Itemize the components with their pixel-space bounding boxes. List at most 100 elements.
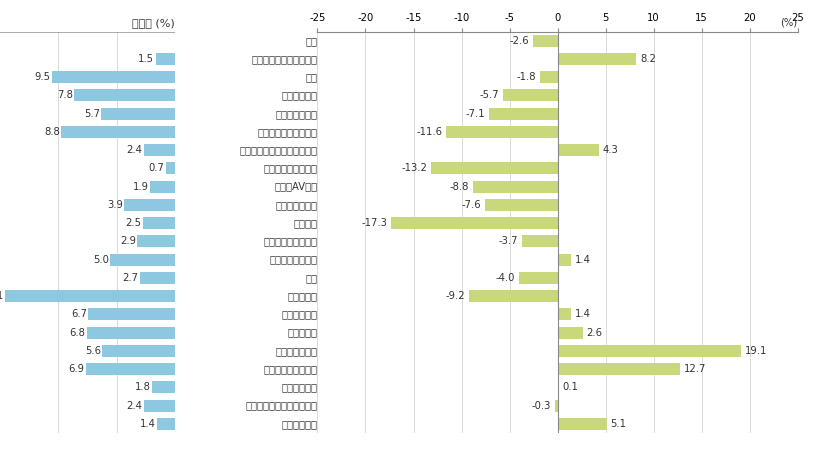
Bar	[61, 126, 175, 138]
Bar	[431, 162, 558, 175]
Text: 教育・医療サービス・宗教: 教育・医療サービス・宗教	[246, 400, 317, 410]
Text: 1.8: 1.8	[134, 382, 151, 392]
Text: 2.6: 2.6	[586, 327, 602, 338]
Bar	[87, 327, 175, 339]
Text: 6.7: 6.7	[71, 309, 87, 319]
Text: ファッション・アクセサリー: ファッション・アクセサリー	[239, 145, 317, 155]
Bar	[446, 126, 558, 138]
Bar	[151, 181, 175, 193]
Bar	[85, 363, 175, 375]
Bar	[155, 53, 175, 65]
Text: 2.4: 2.4	[127, 145, 142, 155]
Text: 0.7: 0.7	[149, 163, 164, 173]
Text: 2.7: 2.7	[123, 273, 138, 283]
Text: 13.1: 13.1	[0, 291, 4, 301]
Bar	[484, 199, 558, 211]
Text: -13.2: -13.2	[401, 163, 427, 173]
Text: 8.2: 8.2	[640, 54, 656, 64]
Text: 精密機器・事務用品: 精密機器・事務用品	[264, 163, 317, 173]
Text: 6.8: 6.8	[70, 327, 85, 338]
Text: 金融・保険: 金融・保険	[287, 327, 317, 338]
Text: 交通・レジャー: 交通・レジャー	[275, 346, 317, 356]
Text: 外食・各種サービス: 外食・各種サービス	[264, 364, 317, 374]
Text: 7.8: 7.8	[57, 91, 72, 101]
Text: 1.4: 1.4	[575, 309, 591, 319]
Text: 0.1: 0.1	[562, 382, 578, 392]
Text: 不動産・住宅設備: 不動産・住宅設備	[269, 255, 317, 265]
Bar	[74, 89, 175, 101]
Bar	[392, 217, 558, 229]
Text: 5.6: 5.6	[85, 346, 101, 356]
Text: 2.4: 2.4	[127, 400, 142, 410]
Text: -0.3: -0.3	[532, 400, 551, 410]
Bar	[144, 400, 175, 411]
Text: 化粧品・トイレタリー: 化粧品・トイレタリー	[257, 127, 317, 137]
Text: -7.1: -7.1	[466, 109, 485, 119]
Text: エネルギー・素材・機械: エネルギー・素材・機械	[252, 54, 317, 64]
Text: 5.1: 5.1	[610, 419, 627, 429]
Bar	[103, 345, 175, 357]
Text: -7.6: -7.6	[461, 200, 481, 210]
Bar	[540, 71, 558, 83]
Text: -2.6: -2.6	[509, 36, 529, 46]
Text: 食品: 食品	[305, 72, 317, 82]
Text: 趣味・スポーツ用品: 趣味・スポーツ用品	[264, 236, 317, 246]
Bar	[166, 162, 175, 175]
Bar	[5, 290, 175, 302]
Text: 4.3: 4.3	[602, 145, 619, 155]
Text: 合計: 合計	[305, 36, 317, 46]
Bar	[503, 89, 558, 101]
Text: 2.5: 2.5	[125, 218, 142, 228]
Text: 8.8: 8.8	[44, 127, 59, 137]
Text: 19.1: 19.1	[745, 346, 768, 356]
Bar	[558, 363, 680, 375]
Bar	[144, 144, 175, 156]
Text: 自動車・関連品: 自動車・関連品	[275, 200, 317, 210]
Text: -17.3: -17.3	[361, 218, 387, 228]
Text: 流通・小売業: 流通・小売業	[282, 309, 317, 319]
Bar	[140, 272, 175, 284]
Text: 1.5: 1.5	[138, 54, 155, 64]
Bar	[125, 199, 175, 211]
Text: (%): (%)	[781, 18, 798, 28]
Bar	[522, 235, 558, 247]
Text: 家庭用品: 家庭用品	[294, 218, 317, 228]
Bar	[519, 272, 558, 284]
Bar	[473, 181, 558, 193]
Text: 1.4: 1.4	[140, 419, 155, 429]
Bar	[101, 108, 175, 120]
Bar	[489, 108, 558, 120]
Bar	[558, 418, 606, 430]
Text: 案内・その他: 案内・その他	[282, 419, 317, 429]
Bar	[554, 400, 558, 411]
Bar	[138, 235, 175, 247]
Bar	[558, 308, 571, 320]
Text: 5.7: 5.7	[84, 109, 100, 119]
Bar	[558, 327, 583, 339]
Bar	[558, 53, 637, 65]
Text: 6.9: 6.9	[68, 364, 85, 374]
Bar	[469, 290, 558, 302]
Text: 1.4: 1.4	[575, 255, 591, 265]
Text: 官公庁・団体: 官公庁・団体	[282, 382, 317, 392]
Text: -11.6: -11.6	[416, 127, 442, 137]
Text: 飲料・嗜好品: 飲料・嗜好品	[282, 91, 317, 101]
Text: 9.5: 9.5	[34, 72, 50, 82]
Text: 3.9: 3.9	[107, 200, 123, 210]
Bar	[88, 308, 175, 320]
Text: 情報・通信: 情報・通信	[287, 291, 317, 301]
Bar	[157, 418, 175, 430]
Bar	[151, 382, 175, 393]
Text: -3.7: -3.7	[499, 236, 519, 246]
Text: -1.8: -1.8	[517, 72, 536, 82]
Text: -9.2: -9.2	[446, 291, 466, 301]
Bar	[110, 254, 175, 266]
Bar	[558, 254, 571, 266]
Text: 薬品・医療用品: 薬品・医療用品	[275, 109, 317, 119]
Text: -4.0: -4.0	[496, 273, 515, 283]
Text: -5.7: -5.7	[479, 91, 499, 101]
Text: 5.0: 5.0	[93, 255, 109, 265]
Bar	[142, 217, 175, 229]
Bar	[52, 71, 175, 83]
Bar	[532, 35, 558, 46]
